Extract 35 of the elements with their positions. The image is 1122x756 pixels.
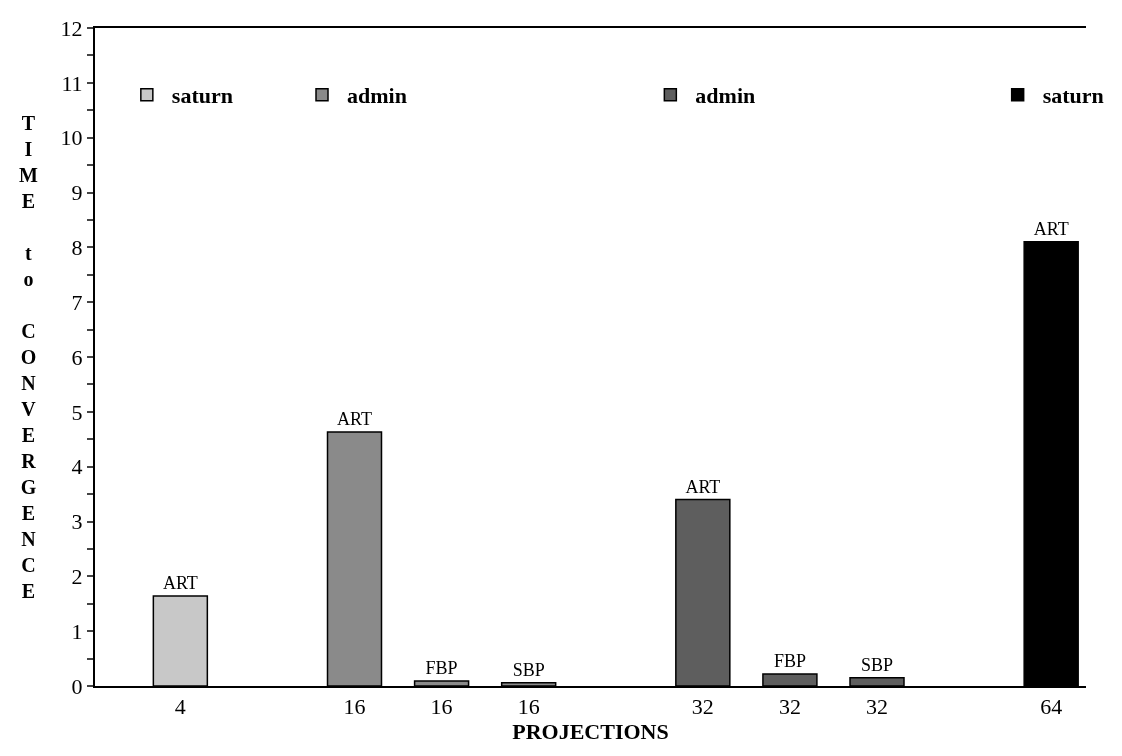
y-tick-label: 12: [60, 15, 83, 41]
legend-label: saturn: [1042, 83, 1104, 109]
y-tick-label: 8: [71, 235, 83, 261]
y-tick-label: 4: [71, 454, 83, 480]
legend-label: admin: [695, 83, 756, 109]
y-tick-label: 5: [71, 399, 83, 425]
y-tick-label: 2: [71, 564, 83, 590]
data-label: SBP: [860, 654, 894, 675]
data-label: ART: [1033, 218, 1069, 239]
x-tick-label: 16: [517, 694, 540, 720]
y-tick-label: 9: [71, 180, 83, 206]
x-tick-label: 4: [174, 694, 186, 720]
y-tick-label: 6: [71, 344, 83, 370]
x-tick-label: 32: [866, 694, 888, 720]
data-label: ART: [162, 573, 198, 594]
x-tick-label: 32: [691, 694, 714, 720]
legend-label: saturn: [171, 83, 233, 109]
y-tick-label: 0: [71, 673, 83, 699]
x-tick-label: 16: [343, 694, 366, 720]
text: TIME to CONVERGENCE: [19, 112, 38, 602]
y-tick-label: 7: [71, 289, 83, 315]
x-tick-label: 64: [1040, 694, 1063, 720]
y-tick-label: 10: [60, 125, 83, 151]
legend-label: admin: [347, 83, 407, 109]
data-label: SBP: [512, 659, 545, 680]
data-label: FBP: [425, 658, 458, 679]
y-tick-label: 11: [61, 70, 83, 96]
data-label: ART: [337, 409, 372, 430]
y-tick-label: 1: [71, 618, 83, 644]
x-axis-title: PROJECTIONS: [512, 719, 669, 745]
data-label: ART: [685, 476, 721, 497]
x-tick-label: 32: [778, 694, 801, 720]
x-tick-label: 16: [430, 694, 453, 720]
data-label: FBP: [773, 650, 806, 671]
y-tick-label: 3: [71, 509, 83, 535]
